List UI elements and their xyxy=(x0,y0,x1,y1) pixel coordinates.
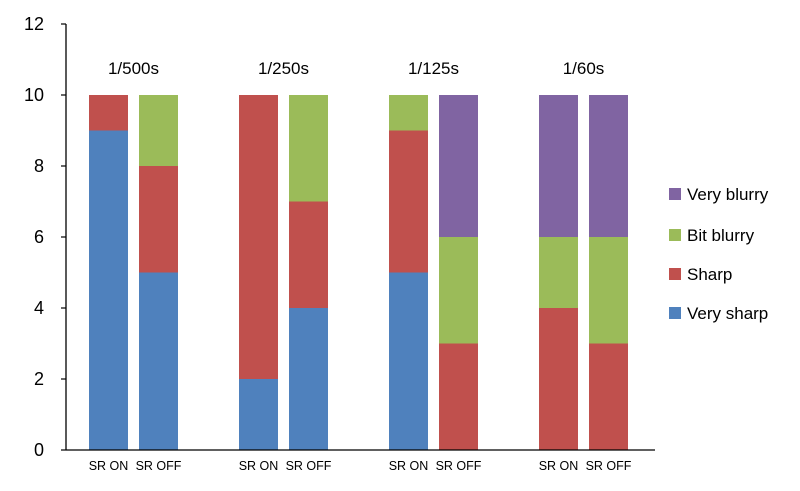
legend-label: Very blurry xyxy=(687,185,769,204)
bar-segment-sharp xyxy=(589,343,628,450)
bar-segment-sharp xyxy=(139,166,178,273)
y-tick-label: 4 xyxy=(34,298,44,318)
x-tick-label: SR OFF xyxy=(136,459,182,473)
group-label: 1/125s xyxy=(408,59,459,78)
x-tick-label: SR OFF xyxy=(586,459,632,473)
y-tick-label: 2 xyxy=(34,369,44,389)
legend-swatch-sharp xyxy=(669,268,681,280)
legend-swatch-very-blurry xyxy=(669,188,681,200)
bars-layer xyxy=(89,95,628,450)
legend: Very blurry Bit blurry Sharp Very sharp xyxy=(669,185,769,323)
legend-label: Sharp xyxy=(687,265,732,284)
bar-segment-bit-blurry xyxy=(539,237,578,308)
bar-segment-very-blurry xyxy=(589,95,628,237)
bar-segment-very-sharp xyxy=(289,308,328,450)
x-tick-label: SR ON xyxy=(539,459,579,473)
x-tick-label: SR OFF xyxy=(436,459,482,473)
x-ticks: SR ON SR OFF SR ON SR OFF SR ON SR OFF SR ON SR… xyxy=(89,459,632,473)
y-tick-label: 8 xyxy=(34,156,44,176)
group-labels: 1/500s 1/250s 1/125s 1/60s xyxy=(108,59,604,78)
bar-segment-sharp xyxy=(439,343,478,450)
bar-segment-very-blurry xyxy=(439,95,478,237)
y-tick-label: 12 xyxy=(24,14,44,34)
x-tick-label: SR ON xyxy=(89,459,129,473)
bar-segment-very-blurry xyxy=(539,95,578,237)
legend-swatch-bit-blurry xyxy=(669,229,681,241)
group-label: 1/500s xyxy=(108,59,159,78)
bar-segment-sharp xyxy=(289,201,328,308)
bar-segment-bit-blurry xyxy=(389,95,428,131)
x-tick-label: SR ON xyxy=(239,459,279,473)
bar-segment-bit-blurry xyxy=(439,237,478,344)
bar-segment-very-sharp xyxy=(89,130,128,450)
y-tick-label: 6 xyxy=(34,227,44,247)
legend-swatch-very-sharp xyxy=(669,307,681,319)
bar-segment-bit-blurry xyxy=(589,237,628,344)
legend-label: Bit blurry xyxy=(687,226,755,245)
bar-segment-sharp xyxy=(89,95,128,131)
y-tick-label: 0 xyxy=(34,440,44,460)
group-label: 1/60s xyxy=(563,59,605,78)
bar-segment-very-sharp xyxy=(389,272,428,450)
y-ticks: 0 2 4 6 8 10 12 xyxy=(24,14,66,460)
bar-segment-bit-blurry xyxy=(139,95,178,166)
bar-segment-very-sharp xyxy=(239,379,278,450)
x-tick-label: SR OFF xyxy=(286,459,332,473)
bar-segment-sharp xyxy=(239,95,278,379)
bar-segment-bit-blurry xyxy=(289,95,328,202)
bar-segment-very-sharp xyxy=(139,272,178,450)
bar-segment-sharp xyxy=(539,308,578,450)
bar-segment-sharp xyxy=(389,130,428,273)
legend-label: Very sharp xyxy=(687,304,768,323)
x-tick-label: SR ON xyxy=(389,459,429,473)
y-tick-label: 10 xyxy=(24,85,44,105)
group-label: 1/250s xyxy=(258,59,309,78)
